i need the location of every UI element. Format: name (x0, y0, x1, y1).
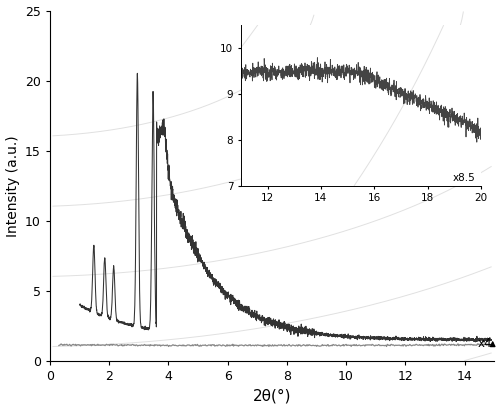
Text: x4: x4 (478, 337, 492, 350)
X-axis label: 2θ(°): 2θ(°) (253, 389, 292, 403)
Y-axis label: Intensity (a.u.): Intensity (a.u.) (6, 135, 20, 236)
